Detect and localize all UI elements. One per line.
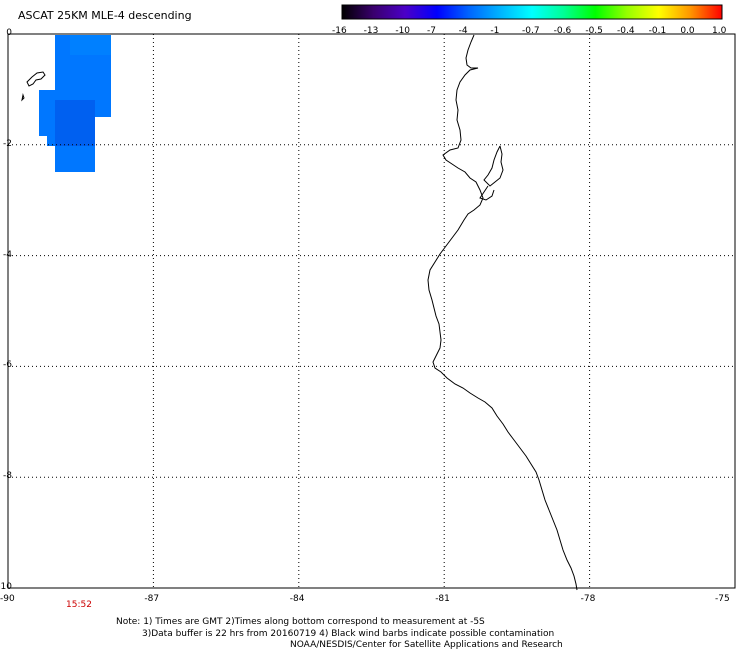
swath-patch: [55, 100, 95, 146]
note-line-2: 3)Data buffer is 22 hrs from 20160719 4)…: [142, 629, 555, 639]
colorbar-tick-label: 1.0: [712, 26, 727, 36]
colorbar-tick-label: -0.4: [617, 26, 635, 36]
latitude-tick-label: 0: [6, 28, 12, 38]
longitude-tick-label: -90: [0, 594, 15, 604]
map-title: ASCAT 25KM MLE-4 descending: [18, 9, 192, 22]
colorbar-gradient: [341, 4, 723, 20]
colorbar-tick-label: -4: [458, 26, 468, 36]
swath-patch: [55, 146, 95, 172]
latitude-tick-label: -8: [3, 471, 12, 482]
longitude-tick-label: -78: [580, 594, 596, 604]
longitude-tick-label: -84: [289, 594, 305, 604]
note-line-3: NOAA/NESDIS/Center for Satellite Applica…: [290, 640, 563, 650]
latitude-tick-label: -10: [0, 582, 12, 592]
gulf-of-guayaquil: [479, 145, 504, 201]
note-line-1: Note: 1) Times are GMT 2)Times along bot…: [116, 617, 485, 627]
colorbar-tick-label: -0.5: [585, 26, 603, 36]
galapagos-island: [21, 71, 46, 102]
colorbar-tick-label: 0.0: [680, 26, 695, 36]
longitude-tick-label: -87: [144, 594, 160, 604]
map-frame: [7, 33, 736, 589]
colorbar-tick-label: -1: [490, 26, 500, 36]
swath-patch: [70, 35, 111, 55]
colorbar-tick-label: -16: [332, 26, 347, 36]
latitude-tick-label: -4: [3, 249, 12, 260]
wind-swath: [39, 35, 111, 172]
colorbar-tick-label: -13: [363, 26, 379, 36]
coastline: [427, 34, 578, 591]
latitude-tick-label: -6: [3, 360, 12, 371]
colorbar-tick-label: -0.1: [648, 26, 667, 36]
latitude-tick-label: -2: [3, 138, 12, 149]
colorbar: [341, 4, 723, 20]
colorbar-tick-label: -0.6: [553, 26, 572, 36]
longitude-tick-label: -81: [435, 594, 450, 604]
colorbar-tick-label: -0.7: [522, 26, 540, 36]
lat-lon-grid: [8, 34, 735, 588]
longitude-tick-label: -75: [715, 594, 730, 604]
colorbar-tick-label: -10: [395, 26, 411, 36]
swath-time-label: 15:52: [66, 600, 92, 610]
colorbar-tick-label: -7: [427, 26, 436, 36]
